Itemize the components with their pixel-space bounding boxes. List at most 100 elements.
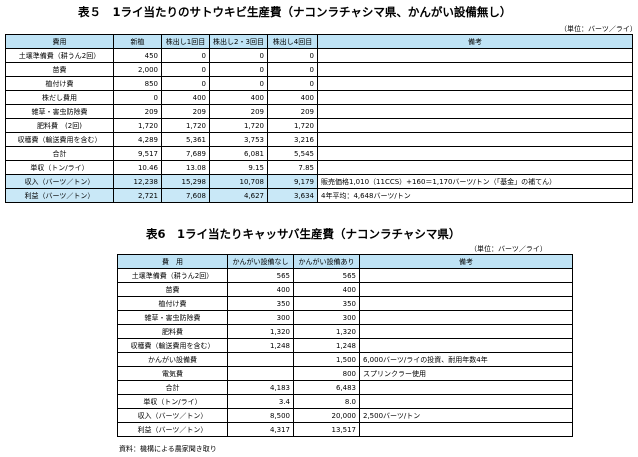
- row-label: 収入（バーツ／トン）: [117, 408, 228, 423]
- table-row: 収穫費（輸送費用を含む） 1,248 1,248: [117, 338, 573, 353]
- column-header: 費 用: [117, 254, 228, 269]
- table-row: 株だし費用 0 400 400 400: [5, 90, 633, 105]
- cell-value: 8.0: [293, 394, 360, 409]
- cell-value: 850: [113, 76, 162, 91]
- row-remark: [317, 48, 633, 63]
- row-label: 植付け費: [5, 76, 114, 91]
- cell-value: 565: [293, 268, 360, 283]
- cell-value: 2,000: [113, 62, 162, 77]
- cell-value: 4,183: [227, 380, 294, 395]
- cell-value: 6,483: [293, 380, 360, 395]
- row-remark: 販売価格1,010（11CCS）+160＝1,170バーツ/トン（「基金」の補て…: [317, 174, 633, 189]
- table-row: 雑草・害虫防除費 209 209 209 209: [5, 104, 633, 119]
- cell-value: 7,608: [161, 188, 210, 203]
- row-label: 肥料費: [117, 324, 228, 339]
- row-label: 土壌準備費（耕うん2回）: [5, 48, 114, 63]
- cell-value: 9,517: [113, 146, 162, 161]
- cell-value: 0: [113, 90, 162, 105]
- row-label: 単収（トン/ライ）: [5, 160, 114, 175]
- table-row: 土壌準備費（耕うん2回） 565 565: [117, 268, 573, 283]
- row-remark: 4年平均：4,648バーツ/トン: [317, 188, 633, 203]
- table-row: 収入（バーツ／トン） 12,238 15,298 10,708 9,179 販売価格1,0…: [5, 174, 633, 189]
- cell-value: 1,320: [293, 324, 360, 339]
- cell-value: 300: [293, 310, 360, 325]
- cell-value: 7,689: [161, 146, 210, 161]
- cell-value: 1,720: [267, 118, 318, 133]
- cell-value: 4,627: [209, 188, 268, 203]
- table6-title: 表6 1ライ当たりキャッサバ生産費（ナコンラチャシマ県）: [146, 227, 461, 241]
- row-remark: [359, 422, 573, 437]
- cell-value: 209: [113, 104, 162, 119]
- header-row: 費用 新植 株出し1回目 株出し2・3回目 株出し4回目 備考: [5, 34, 633, 49]
- table-row: 電気費 800 スプリンクラー使用: [117, 366, 573, 381]
- table-row: 利益（バーツ／トン） 4,317 13,517: [117, 422, 573, 437]
- row-remark: [359, 394, 573, 409]
- column-header: 備考: [317, 34, 633, 49]
- cell-value: 1,720: [113, 118, 162, 133]
- table-row: 単収（トン/ライ） 3.4 8.0: [117, 394, 573, 409]
- header-row: 費 用かんがい設備なし かんがい設備あり 備考: [117, 254, 573, 269]
- row-remark: [317, 132, 633, 147]
- cell-value: 10.46: [113, 160, 162, 175]
- table-row: 収入（バーツ／トン） 8,500 20,000 2,500バーツ/トン: [117, 408, 573, 423]
- row-label: 単収（トン/ライ）: [117, 394, 228, 409]
- cell-value: 209: [161, 104, 210, 119]
- cell-value: 5,545: [267, 146, 318, 161]
- cell-value: 400: [227, 282, 294, 297]
- cell-value: 0: [209, 62, 268, 77]
- cell-value: 400: [209, 90, 268, 105]
- cell-value: 1,248: [227, 338, 294, 353]
- table-row: 収穫費（輸送費用を含む） 4,289 5,361 3,753 3,216: [5, 132, 633, 147]
- cell-value: [227, 366, 294, 381]
- table5-title: 表５ 1ライ当たりのサトウキビ生産費（ナコンラチャシマ県、かんがい設備無し）: [78, 5, 512, 19]
- row-label: 土壌準備費（耕うん2回）: [117, 268, 228, 283]
- cell-value: 1,248: [293, 338, 360, 353]
- table-row: 単収（トン/ライ） 10.46 13.08 9.15 7.85: [5, 160, 633, 175]
- row-remark: [317, 90, 633, 105]
- cell-value: 3,634: [267, 188, 318, 203]
- cell-value: 9,179: [267, 174, 318, 189]
- cell-value: 1,720: [209, 118, 268, 133]
- row-label: 苗費: [117, 282, 228, 297]
- row-label: 合計: [117, 380, 228, 395]
- table-row: 肥料費 (2回) 1,720 1,720 1,720 1,720: [5, 118, 633, 133]
- cell-value: 300: [227, 310, 294, 325]
- row-remark: [317, 146, 633, 161]
- cell-value: [227, 352, 294, 367]
- cell-value: 0: [267, 48, 318, 63]
- table5: 費用 新植 株出し1回目 株出し2・3回目 株出し4回目 備考 土壌準備費（耕うん2回） 45…: [5, 34, 633, 203]
- column-header: かんがい設備あり: [293, 254, 360, 269]
- table5-unit: （単位：バーツ／ライ）: [560, 25, 637, 33]
- cell-value: 10,708: [209, 174, 268, 189]
- row-label: 収穫費（輸送費用を含む）: [117, 338, 228, 353]
- row-remark: [359, 338, 573, 353]
- row-remark: [317, 118, 633, 133]
- cell-value: 0: [161, 48, 210, 63]
- cell-value: 1,320: [227, 324, 294, 339]
- cell-value: 400: [161, 90, 210, 105]
- cell-value: 6,081: [209, 146, 268, 161]
- cell-value: 0: [267, 62, 318, 77]
- row-label: 雑草・害虫防除費: [117, 310, 228, 325]
- column-header: 株出し4回目: [267, 34, 318, 49]
- cell-value: 2,721: [113, 188, 162, 203]
- column-header: 新植: [113, 34, 162, 49]
- column-header: 費用: [5, 34, 114, 49]
- cell-value: 0: [209, 48, 268, 63]
- cell-value: 0: [267, 76, 318, 91]
- cell-value: 450: [113, 48, 162, 63]
- row-remark: [359, 296, 573, 311]
- row-remark: 2,500バーツ/トン: [359, 408, 573, 423]
- cell-value: 350: [293, 296, 360, 311]
- row-label: 株だし費用: [5, 90, 114, 105]
- column-header: かんがい設備なし: [227, 254, 294, 269]
- row-label: 利益（バーツ／トン）: [5, 188, 114, 203]
- cell-value: 20,000: [293, 408, 360, 423]
- cell-value: 4,289: [113, 132, 162, 147]
- cell-value: 400: [267, 90, 318, 105]
- cell-value: 13,517: [293, 422, 360, 437]
- row-remark: [317, 76, 633, 91]
- table6: 費 用かんがい設備なし かんがい設備あり 備考 土壌準備費（耕うん2回） 565 565 苗…: [117, 254, 573, 437]
- row-remark: [317, 62, 633, 77]
